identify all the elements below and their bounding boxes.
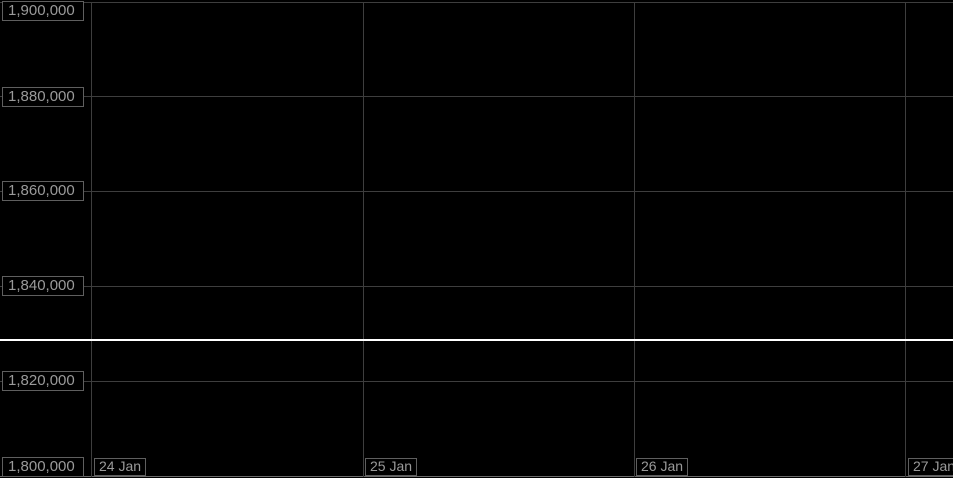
gridline-vertical xyxy=(905,2,906,477)
x-axis-line xyxy=(0,476,953,477)
gridline-vertical xyxy=(634,2,635,477)
gridline-horizontal xyxy=(0,381,953,382)
y-axis-tick-label: 1,860,000 xyxy=(2,181,84,201)
gridline-vertical xyxy=(363,2,364,477)
y-axis-tick-label: 1,880,000 xyxy=(2,87,84,107)
y-axis-tick-label: 1,840,000 xyxy=(2,276,84,296)
gridline-horizontal xyxy=(0,286,953,287)
gridline-vertical xyxy=(91,2,92,477)
gridline-horizontal xyxy=(0,191,953,192)
x-axis-tick-label: 27 Jan xyxy=(908,458,953,476)
x-axis-tick-label: 26 Jan xyxy=(636,458,689,476)
y-axis-tick-label: 1,900,000 xyxy=(2,1,84,21)
y-axis-tick-label: 1,820,000 xyxy=(2,371,84,391)
gridline-horizontal xyxy=(0,96,953,97)
y-axis-tick-label: 1,800,000 xyxy=(2,457,84,477)
gridline-horizontal xyxy=(0,2,953,3)
series-line xyxy=(0,339,953,341)
x-axis-tick-label: 24 Jan xyxy=(94,458,147,476)
x-axis-tick-label: 25 Jan xyxy=(365,458,418,476)
